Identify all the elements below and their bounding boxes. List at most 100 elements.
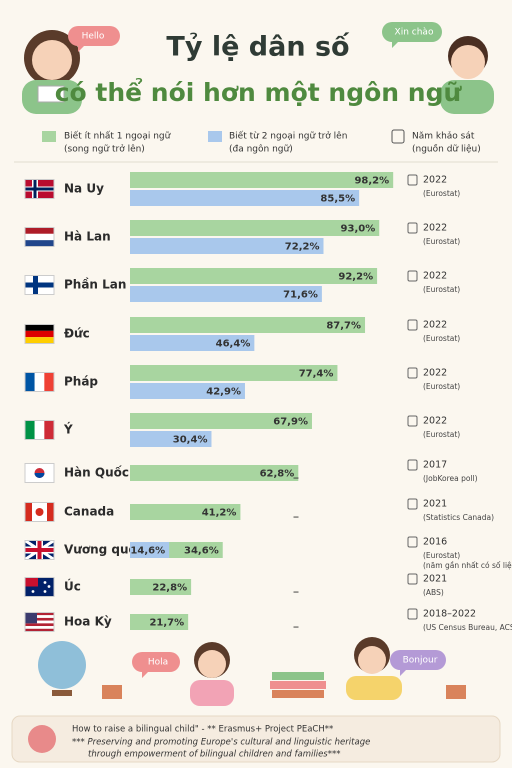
flag-part [34, 372, 45, 392]
flag-border [24, 612, 55, 632]
bar [130, 614, 189, 630]
year: 2016 [423, 537, 447, 548]
flag-part [25, 330, 54, 338]
value-label: 93,0% [341, 224, 376, 235]
calendar-icon [407, 459, 418, 471]
flag-part [25, 227, 54, 234]
year: 2022 [423, 320, 447, 331]
flag-part [25, 612, 37, 624]
calendar-icon [407, 498, 418, 510]
flag-border [24, 227, 55, 247]
category-label: Hà Lan [64, 230, 111, 244]
bar [130, 268, 378, 284]
category-label: Canada [64, 505, 114, 519]
value-label: 92,2% [338, 272, 373, 283]
value-label: _ [294, 507, 299, 518]
flag-border [24, 179, 55, 199]
footer-text: How to raise a bilingual child" - ** Era… [72, 725, 333, 735]
legend-label: Biết từ 2 ngoại ngữ trở lên [229, 131, 347, 142]
title: Tỷ lệ dân số [166, 32, 350, 63]
category-label: Hàn Quốc [64, 466, 129, 480]
flag-border [24, 577, 55, 597]
bar [130, 317, 366, 333]
flag-part [34, 473, 45, 478]
footer-text: *** Preserving and promoting Europe's cu… [72, 738, 370, 748]
flag-part [25, 617, 54, 621]
speech-bubble [132, 652, 180, 678]
flag-part [25, 420, 35, 440]
category-label: Ý [63, 422, 73, 437]
flag-part [31, 590, 35, 593]
value-label: 98,2% [354, 176, 389, 187]
legend-swatch [208, 131, 222, 142]
value-label: 42,9% [206, 387, 241, 398]
value-label: 30,4% [173, 435, 208, 446]
bar [130, 190, 360, 206]
source: (Eurostat) [423, 334, 460, 343]
year: 2022 [423, 271, 447, 282]
bar [130, 365, 338, 381]
value-label: 34,6% [184, 546, 219, 557]
flag-part [25, 324, 54, 331]
value-label: 71,6% [283, 290, 318, 301]
flag-part [25, 612, 54, 616]
bar [130, 286, 322, 302]
legend-swatch [42, 131, 56, 142]
category-label: Úc [64, 579, 81, 594]
year: 2022 [423, 175, 447, 186]
year: 2017 [423, 460, 447, 471]
footer-icon [28, 725, 56, 753]
category-label: Na Uy [64, 182, 104, 196]
legend-sublabel: (đa ngôn ngữ) [229, 144, 293, 155]
flag-part [47, 585, 51, 588]
bar [130, 238, 324, 254]
bubble-text: Xin chào [395, 28, 434, 38]
category-label: Pháp [64, 375, 98, 389]
flag-border [24, 372, 55, 392]
bar [130, 335, 255, 351]
bottom-illustration [38, 637, 466, 706]
year: 2021 [423, 499, 447, 510]
flag-border [24, 420, 55, 440]
calendar-icon [407, 415, 418, 427]
flag-part [43, 581, 47, 584]
flag-border [24, 502, 55, 522]
flag-part [44, 420, 54, 440]
bar [130, 220, 380, 236]
rows: Na Uy 98,2% 85,5% 2022 (Eurostat) Hà Lan 93,0%… [24, 172, 512, 632]
flag-part [25, 620, 54, 624]
flag-part [44, 372, 54, 392]
bubble-text: Hello [82, 32, 105, 42]
value-label: 85,5% [320, 194, 355, 205]
flag-part [25, 628, 54, 632]
speech-bubble [382, 22, 442, 48]
flag-part [47, 502, 54, 522]
flag-part [25, 187, 54, 191]
category-label: Phần Lan [64, 278, 126, 292]
flag-part [25, 233, 54, 241]
value-label: 67,9% [273, 417, 308, 428]
flag-border [24, 540, 55, 560]
source: (Eurostat) [423, 430, 460, 439]
value-label: _ [294, 617, 299, 628]
source: (Eurostat) [423, 285, 460, 294]
bar [130, 542, 170, 558]
bar [130, 465, 299, 481]
flag-part [25, 240, 54, 247]
calendar-icon [407, 174, 418, 186]
source-note: (năm gần nhất có số liệu) [423, 561, 512, 570]
speech-bubble [68, 26, 120, 52]
value-label: 62,8% [260, 469, 295, 480]
footer-box [11, 715, 501, 763]
calendar-icon [407, 222, 418, 234]
bar [130, 413, 312, 429]
calendar-icon [407, 536, 418, 548]
category-label: Hoa Kỳ [64, 615, 112, 629]
source: (US Census Bureau, ACS) [423, 623, 512, 632]
bar [130, 431, 212, 447]
source: (ABS) [423, 588, 444, 597]
calendar-icon [391, 129, 405, 144]
flag-part [25, 337, 54, 344]
flag-part [25, 615, 54, 618]
